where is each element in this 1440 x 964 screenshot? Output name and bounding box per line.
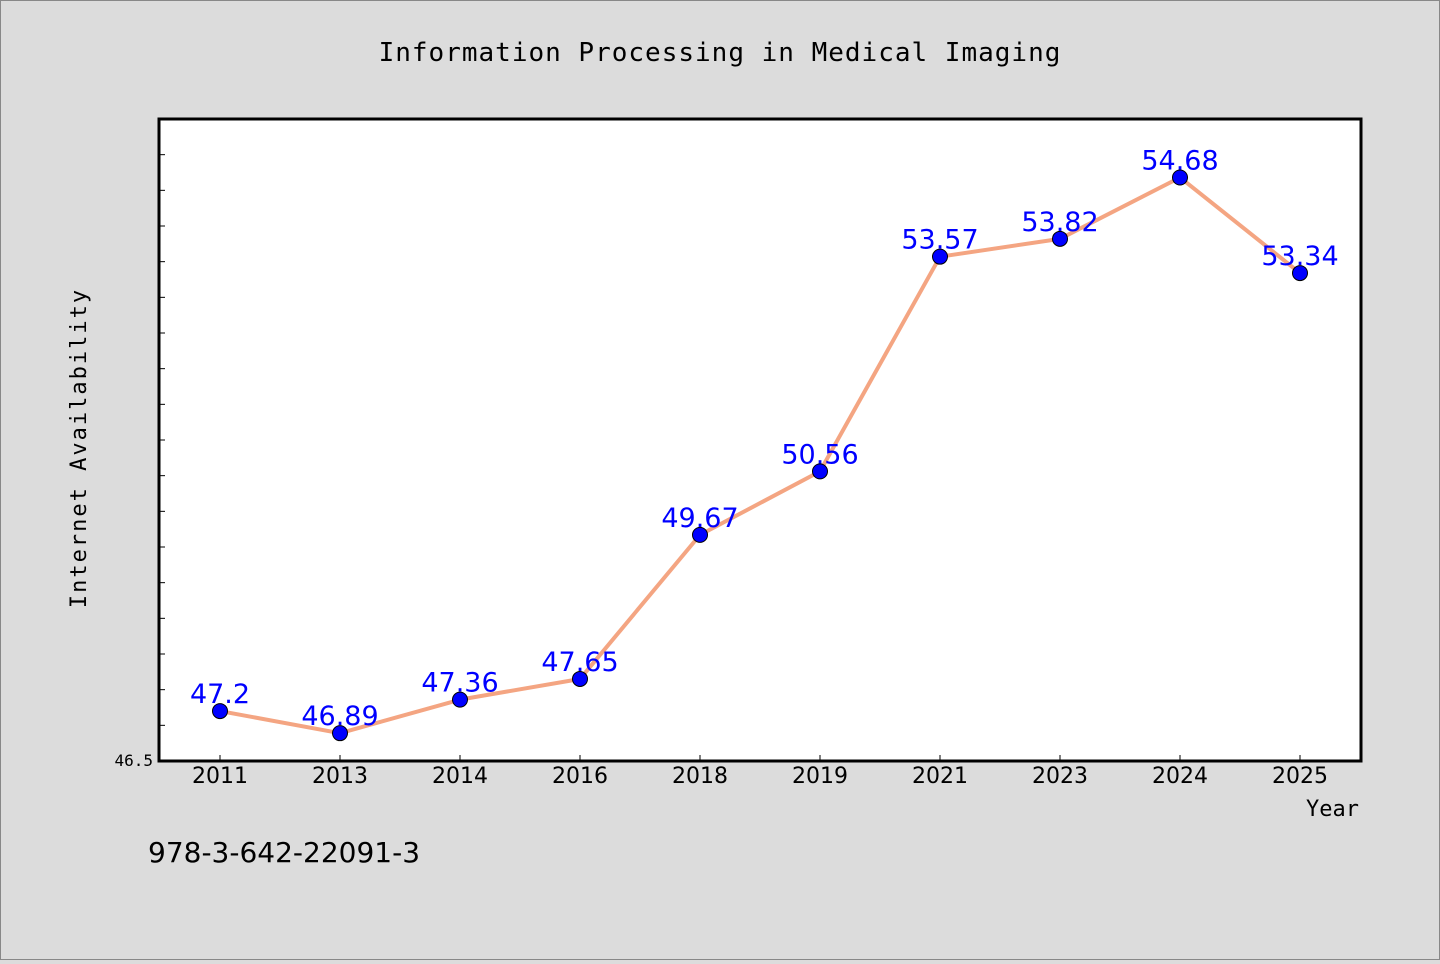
data-point: [692, 526, 708, 543]
x-tick-label: 2018: [672, 764, 728, 789]
data-point: [812, 463, 828, 480]
x-tick-label: 2024: [1152, 764, 1208, 789]
x-tick-label: 2021: [912, 764, 968, 789]
data-label: 47.65: [541, 647, 618, 678]
y-tick-label: 46.5: [114, 751, 153, 770]
chart-title: Information Processing in Medical Imagin…: [379, 38, 1062, 68]
x-tick-label: 2019: [792, 764, 848, 789]
data-labels: 47.2 46.89 47.36 47.65 49.67 50.56 53.57 53.82 5…: [190, 145, 1339, 732]
x-tick-label: 2025: [1272, 764, 1328, 789]
series-group: [212, 169, 1308, 742]
series-line: [218, 175, 1302, 736]
data-point: [1052, 230, 1068, 247]
x-axis-label: Year: [1306, 797, 1359, 822]
data-point: [572, 670, 588, 687]
data-label: 49.67: [661, 503, 738, 534]
x-tick-label: 2014: [432, 764, 488, 789]
x-tick-label: 2011: [192, 764, 248, 789]
data-label: 46.89: [301, 701, 378, 732]
data-point: [932, 248, 948, 265]
data-label: 53.34: [1261, 241, 1338, 272]
data-label: 47.2: [190, 679, 250, 710]
x-tick-label: 2013: [312, 764, 368, 789]
footnote-code: 978-3-642-22091-3: [148, 836, 420, 869]
y-axis-label: Internet Availability: [67, 288, 92, 608]
data-label: 54.68: [1141, 145, 1218, 176]
plot-area: [157, 117, 1363, 763]
x-tick-label: 2016: [552, 764, 608, 789]
data-point: [1292, 265, 1308, 282]
data-point: [332, 725, 348, 742]
x-axis: 2011 2013 2014 2016 2018 2019 2021 2023 2024 2025: [192, 755, 1328, 789]
data-label: 53.82: [1021, 207, 1098, 238]
data-label: 50.56: [781, 439, 858, 470]
data-label: 53.57: [901, 225, 978, 256]
y-axis-ticks: [159, 154, 165, 726]
data-point: [1172, 169, 1188, 186]
data-label: 47.36: [421, 668, 498, 699]
data-point: [452, 691, 468, 708]
x-tick-label: 2023: [1032, 764, 1088, 789]
data-point: [212, 703, 228, 720]
